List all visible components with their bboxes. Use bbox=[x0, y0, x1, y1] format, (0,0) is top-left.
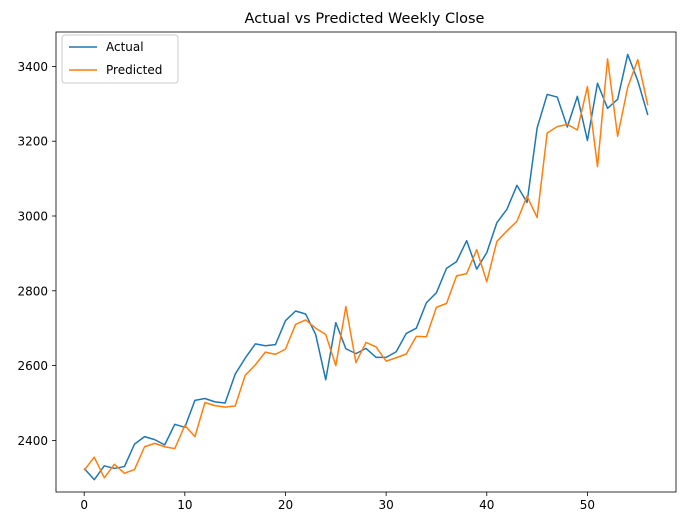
y-tick-label: 2400 bbox=[17, 434, 48, 448]
x-tick-label: 50 bbox=[580, 498, 595, 512]
legend-label-predicted: Predicted bbox=[106, 63, 162, 77]
axes-frame bbox=[55, 31, 677, 493]
y-tick-label: 2800 bbox=[17, 284, 48, 298]
legend: Actual Predicted bbox=[61, 34, 179, 84]
series-line-predicted bbox=[83, 58, 649, 479]
x-tick-label: 10 bbox=[177, 498, 192, 512]
axes-layer: 0 10 20 30 40 50 2400 2600 2800 3000 3200 3400 bbox=[17, 31, 677, 512]
x-tick-label: 30 bbox=[378, 498, 393, 512]
x-tick-label: 20 bbox=[278, 498, 293, 512]
x-tick-label: 0 bbox=[80, 498, 88, 512]
y-tick-label: 2600 bbox=[17, 359, 48, 373]
chart-title: Actual vs Predicted Weekly Close bbox=[245, 11, 485, 27]
x-tick-label: 40 bbox=[479, 498, 494, 512]
y-tick-label: 3000 bbox=[17, 210, 48, 224]
legend-label-actual: Actual bbox=[106, 40, 144, 54]
y-tick-label: 3200 bbox=[17, 135, 48, 149]
y-tick-label: 3400 bbox=[17, 60, 48, 74]
series-layer bbox=[83, 53, 649, 481]
series-line-actual bbox=[83, 53, 649, 481]
